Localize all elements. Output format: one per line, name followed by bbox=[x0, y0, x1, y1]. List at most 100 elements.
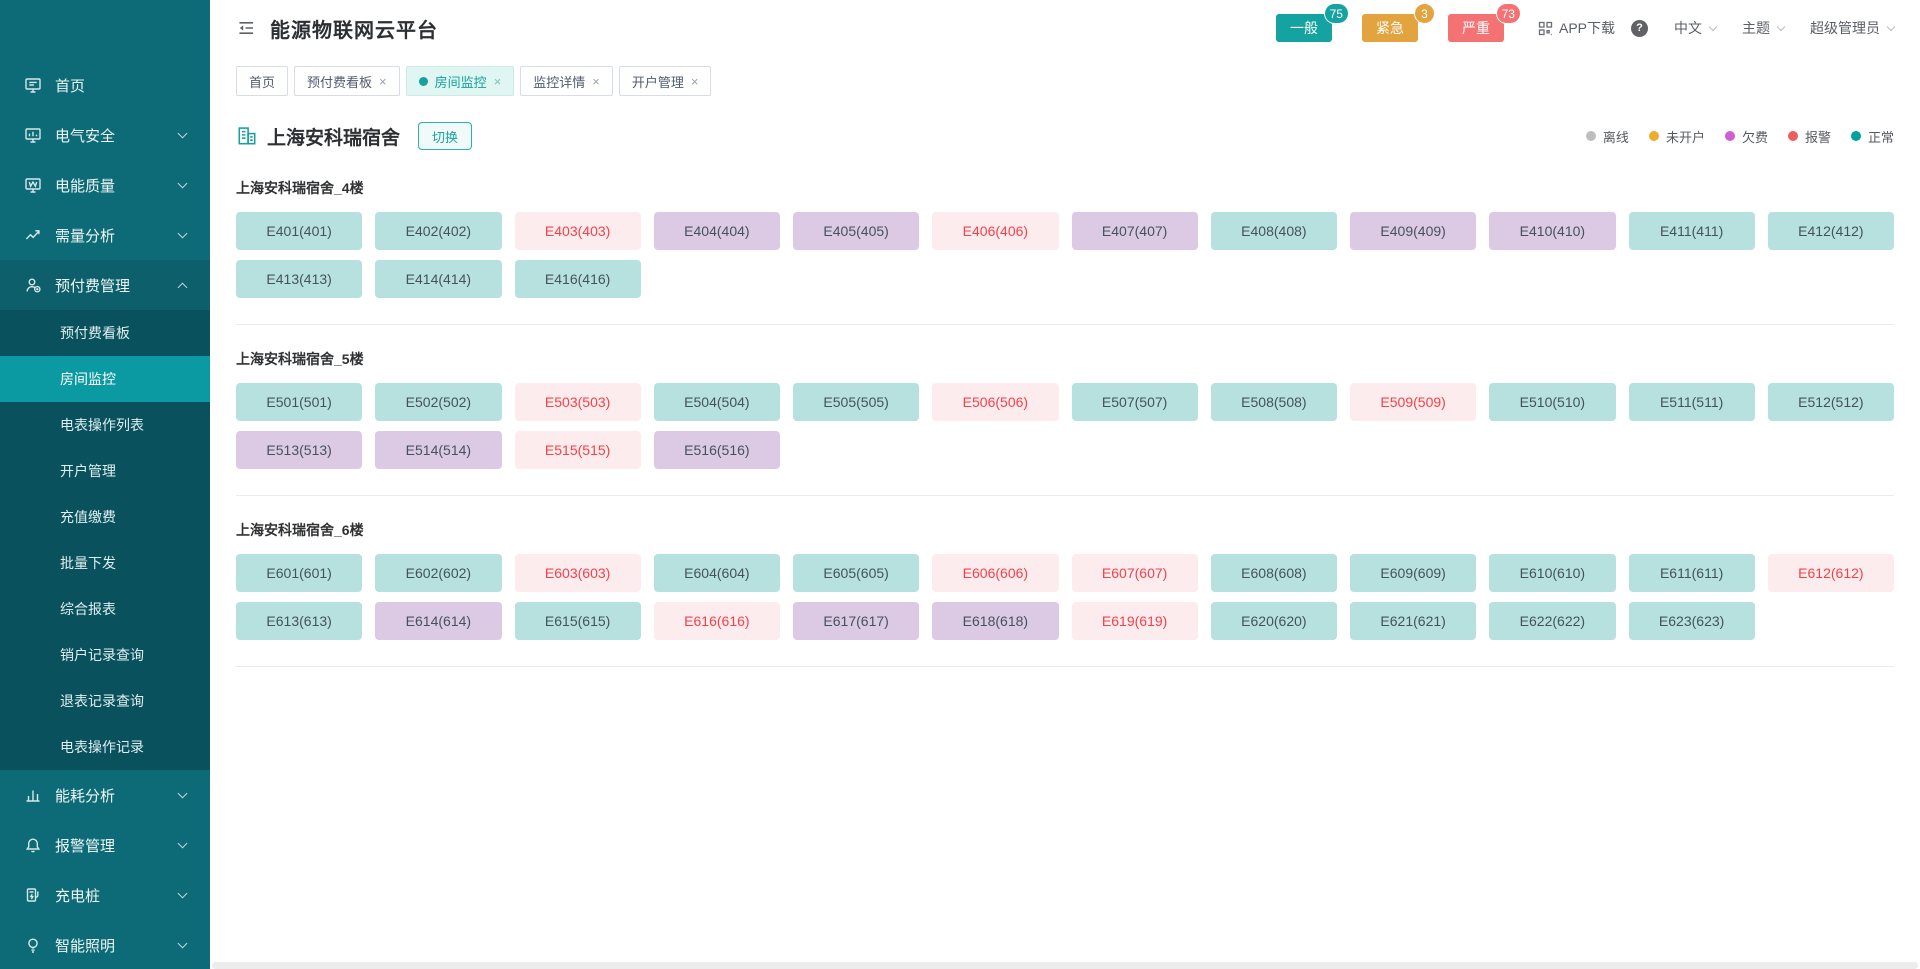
sidebar-subitem-6[interactable]: 综合报表 bbox=[0, 586, 210, 632]
sidebar-item-power-quality[interactable]: 电能质量 bbox=[0, 160, 210, 210]
floor-title: 上海安科瑞宿舍_6楼 bbox=[236, 522, 364, 538]
room-card[interactable]: E609(609) bbox=[1350, 554, 1477, 592]
room-card[interactable]: E603(603) bbox=[514, 554, 641, 592]
room-card[interactable]: E405(405) bbox=[793, 212, 920, 250]
tab-1[interactable]: 预付费看板 × bbox=[294, 66, 400, 96]
room-card[interactable]: E404(404) bbox=[653, 212, 780, 250]
sidebar-item-home[interactable]: 首页 bbox=[0, 60, 210, 110]
room-card[interactable]: E512(512) bbox=[1767, 383, 1894, 421]
theme-select[interactable]: 主题 bbox=[1742, 18, 1786, 38]
room-card[interactable]: E411(411) bbox=[1628, 212, 1755, 250]
sidebar-item-smart-lighting[interactable]: 智能照明 bbox=[0, 920, 210, 969]
floor-title: 上海安科瑞宿舍_4楼 bbox=[236, 180, 364, 196]
close-icon[interactable]: × bbox=[690, 73, 699, 89]
room-card[interactable]: E511(511) bbox=[1628, 383, 1755, 421]
room-card[interactable]: E602(602) bbox=[375, 554, 502, 592]
room-card[interactable]: E516(516) bbox=[653, 431, 780, 469]
sidebar-item-demand-analysis[interactable]: 需量分析 bbox=[0, 210, 210, 260]
sidebar-item-charging-pile[interactable]: 充电桩 bbox=[0, 870, 210, 920]
room-card[interactable]: E622(622) bbox=[1489, 602, 1616, 640]
help-icon[interactable]: ? bbox=[1631, 19, 1648, 37]
sidebar-subitem-4[interactable]: 充值缴费 bbox=[0, 494, 210, 540]
room-card[interactable]: E608(608) bbox=[1210, 554, 1337, 592]
room-card[interactable]: E403(403) bbox=[514, 212, 641, 250]
room-card[interactable]: E413(413) bbox=[236, 260, 363, 298]
room-card[interactable]: E502(502) bbox=[375, 383, 502, 421]
sidebar-subitem-8[interactable]: 退表记录查询 bbox=[0, 678, 210, 724]
room-card[interactable]: E514(514) bbox=[375, 431, 502, 469]
room-card[interactable]: E412(412) bbox=[1767, 212, 1894, 250]
horizontal-scrollbar[interactable] bbox=[212, 962, 1918, 969]
room-card[interactable]: E610(610) bbox=[1489, 554, 1616, 592]
tab-2[interactable]: 房间监控 × bbox=[405, 66, 515, 96]
room-card[interactable]: E619(619) bbox=[1071, 602, 1198, 640]
tab-0[interactable]: 首页 bbox=[236, 66, 289, 96]
room-card[interactable]: E408(408) bbox=[1210, 212, 1337, 250]
app-download-button[interactable]: APP下载 bbox=[1538, 18, 1615, 38]
room-card[interactable]: E621(621) bbox=[1350, 602, 1477, 640]
close-icon[interactable]: × bbox=[493, 73, 502, 89]
room-card[interactable]: E606(606) bbox=[932, 554, 1059, 592]
room-card[interactable]: E513(513) bbox=[236, 431, 363, 469]
room-card[interactable]: E410(410) bbox=[1489, 212, 1616, 250]
room-card[interactable]: E510(510) bbox=[1489, 383, 1616, 421]
room-card[interactable]: E506(506) bbox=[932, 383, 1059, 421]
room-card[interactable]: E617(617) bbox=[793, 602, 920, 640]
room-card[interactable]: E611(611) bbox=[1628, 554, 1755, 592]
room-card[interactable]: E402(402) bbox=[375, 212, 502, 250]
room-card[interactable]: E515(515) bbox=[514, 431, 641, 469]
theme-label: 主题 bbox=[1742, 20, 1770, 36]
severity-badge-critical[interactable]: 严重 73 bbox=[1447, 4, 1520, 42]
room-card[interactable]: E414(414) bbox=[375, 260, 502, 298]
room-card[interactable]: E615(615) bbox=[514, 602, 641, 640]
sidebar-subitem-7[interactable]: 销户记录查询 bbox=[0, 632, 210, 678]
room-card[interactable]: E508(508) bbox=[1210, 383, 1337, 421]
sidebar-subitem-0[interactable]: 预付费看板 bbox=[0, 310, 210, 356]
legend-label: 未开户 bbox=[1665, 129, 1705, 145]
sidebar-item-alarm-management[interactable]: 报警管理 bbox=[0, 820, 210, 870]
sidebar-item-prepaid-management[interactable]: 预付费管理 bbox=[0, 260, 210, 310]
sidebar: 首页 电气安全 电能质量 需量分析 预付费管理 预付费看板 房间监控电表操作列表开户管理充值… bbox=[0, 0, 210, 969]
sidebar-subitem-9[interactable]: 电表操作记录 bbox=[0, 724, 210, 770]
severity-badge-urgent[interactable]: 紧急 3 bbox=[1361, 4, 1434, 42]
room-card[interactable]: E607(607) bbox=[1071, 554, 1198, 592]
sidebar-subitem-2[interactable]: 电表操作列表 bbox=[0, 402, 210, 448]
room-card[interactable]: E507(507) bbox=[1071, 383, 1198, 421]
room-card[interactable]: E407(407) bbox=[1071, 212, 1198, 250]
room-card[interactable]: E613(613) bbox=[236, 602, 363, 640]
sidebar-subitem-3[interactable]: 开户管理 bbox=[0, 448, 210, 494]
room-card[interactable]: E409(409) bbox=[1350, 212, 1477, 250]
sidebar-subitem-1[interactable]: 房间监控 bbox=[0, 356, 210, 402]
room-card[interactable]: E406(406) bbox=[932, 212, 1059, 250]
sidebar-subitem-5[interactable]: 批量下发 bbox=[0, 540, 210, 586]
room-card[interactable]: E605(605) bbox=[793, 554, 920, 592]
switch-building-button[interactable]: 切换 bbox=[418, 122, 473, 150]
room-card[interactable]: E612(612) bbox=[1767, 554, 1894, 592]
tab-3[interactable]: 监控详情 × bbox=[520, 66, 613, 96]
room-card[interactable]: E505(505) bbox=[793, 383, 920, 421]
room-card[interactable]: E503(503) bbox=[514, 383, 641, 421]
room-card[interactable]: E504(504) bbox=[653, 383, 780, 421]
room-card[interactable]: E401(401) bbox=[236, 212, 363, 250]
severity-badge-general[interactable]: 一般 75 bbox=[1275, 4, 1348, 42]
room-card[interactable]: E509(509) bbox=[1350, 383, 1477, 421]
room-card[interactable]: E601(601) bbox=[236, 554, 363, 592]
room-card[interactable]: E623(623) bbox=[1628, 602, 1755, 640]
room-card[interactable]: E614(614) bbox=[375, 602, 502, 640]
room-card[interactable]: E416(416) bbox=[514, 260, 641, 298]
menu-fold-icon[interactable] bbox=[236, 18, 256, 38]
room-card[interactable]: E618(618) bbox=[932, 602, 1059, 640]
room-card[interactable]: E604(604) bbox=[653, 554, 780, 592]
sidebar-subitem-label: 电表操作列表 bbox=[60, 417, 144, 433]
close-icon[interactable]: × bbox=[379, 73, 387, 89]
tab-4[interactable]: 开户管理 × bbox=[618, 66, 712, 96]
room-card[interactable]: E616(616) bbox=[653, 602, 780, 640]
sidebar-item-electric-safety[interactable]: 电气安全 bbox=[0, 110, 210, 160]
room-card[interactable]: E620(620) bbox=[1210, 602, 1337, 640]
sidebar-subitem-label: 充值缴费 bbox=[60, 509, 116, 525]
user-menu[interactable]: 超级管理员 bbox=[1810, 18, 1896, 38]
sidebar-item-energy-analysis[interactable]: 能耗分析 bbox=[0, 770, 210, 820]
language-select[interactable]: 中文 bbox=[1674, 18, 1718, 38]
close-icon[interactable]: × bbox=[592, 73, 600, 89]
room-card[interactable]: E501(501) bbox=[236, 383, 363, 421]
